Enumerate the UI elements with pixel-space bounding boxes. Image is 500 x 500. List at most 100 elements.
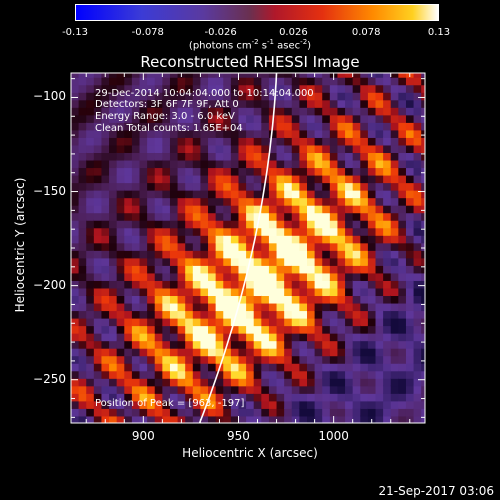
heatmap-cell — [390, 121, 400, 131]
heatmap-cell — [337, 340, 346, 349]
heatmap-cell — [390, 295, 400, 304]
heatmap-cell — [291, 152, 301, 161]
heatmap-cell — [192, 264, 202, 274]
heatmap-cell — [86, 189, 95, 199]
heatmap-cell — [390, 152, 400, 161]
heatmap-cell — [162, 182, 171, 191]
heatmap-cell — [147, 219, 156, 229]
heatmap-cell — [253, 106, 263, 116]
heatmap-cell — [238, 249, 247, 259]
heatmap-cell — [367, 362, 377, 372]
heatmap-cell — [314, 212, 324, 221]
heatmap-cell — [314, 392, 324, 402]
heatmap-cell — [116, 212, 126, 221]
heatmap-cell — [352, 167, 362, 176]
heatmap-cell — [109, 167, 118, 176]
heatmap-cell — [299, 249, 308, 259]
heatmap-cell — [322, 212, 331, 221]
heatmap-cell — [299, 377, 308, 387]
heatmap-cell — [246, 279, 255, 289]
heatmap-cell — [276, 317, 286, 327]
heatmap-cell — [284, 182, 293, 191]
heatmap-cell — [284, 325, 293, 334]
heatmap-cell — [314, 204, 324, 214]
heatmap-cell — [314, 400, 324, 409]
heatmap-cell — [261, 227, 270, 236]
heatmap-cell — [253, 227, 263, 236]
heatmap-cell — [390, 355, 400, 364]
heatmap-cell — [131, 264, 141, 274]
heatmap-cell — [375, 415, 385, 423]
heatmap-cell — [284, 114, 293, 123]
heatmap-cell — [329, 385, 339, 394]
heatmap-cell — [322, 332, 331, 342]
heatmap-cell — [337, 159, 346, 169]
heatmap-cell — [147, 377, 156, 387]
heatmap-cell — [131, 249, 141, 259]
heatmap-cell — [291, 129, 301, 138]
heatmap-cell — [78, 249, 88, 259]
heatmap-cell — [93, 392, 103, 402]
heatmap-cell — [124, 415, 133, 423]
heatmap-cell — [139, 325, 149, 334]
heatmap-cell — [352, 279, 362, 289]
heatmap-cell — [200, 347, 209, 357]
heatmap-cell — [86, 99, 95, 108]
heatmap-cell — [405, 159, 415, 169]
heatmap-cell — [253, 114, 263, 123]
heatmap-cell — [154, 106, 164, 116]
heatmap-cell — [268, 362, 278, 372]
heatmap-cell — [383, 400, 392, 409]
heatmap-cell — [329, 264, 339, 274]
heatmap-cell — [383, 295, 392, 304]
heatmap-cell — [307, 340, 316, 349]
heatmap-cell — [124, 392, 133, 402]
heatmap-cell — [299, 272, 308, 281]
heatmap-cell — [154, 114, 164, 123]
heatmap-cell — [413, 249, 423, 259]
heatmap-cell — [405, 121, 415, 131]
heatmap-cell — [337, 144, 346, 154]
heatmap-cell — [154, 302, 164, 312]
heatmap-cell — [253, 325, 263, 334]
heatmap-cell — [230, 152, 240, 161]
heatmap-cell — [86, 121, 95, 131]
heatmap-cell — [200, 159, 209, 169]
heatmap-cell — [109, 99, 118, 108]
heatmap-cell — [307, 174, 316, 184]
heatmap-cell — [93, 340, 103, 349]
heatmap-cell — [177, 227, 187, 236]
heatmap-cell — [238, 204, 247, 214]
heatmap-cell — [86, 212, 95, 221]
heatmap-cell — [390, 106, 400, 116]
heatmap-cell — [261, 121, 270, 131]
heatmap-cell — [314, 340, 324, 349]
heatmap-cell — [276, 152, 286, 161]
heatmap-cell — [268, 325, 278, 334]
heatmap-cell — [367, 197, 377, 206]
heatmap-cell — [71, 91, 80, 101]
heatmap-cell — [230, 227, 240, 236]
heatmap-cell — [375, 332, 385, 342]
heatmap-cell — [162, 197, 171, 206]
heatmap-cell — [390, 212, 400, 221]
heatmap-cell — [86, 144, 95, 154]
heatmap-cell — [78, 227, 88, 236]
heatmap-cell — [154, 152, 164, 161]
heatmap-cell — [413, 114, 423, 123]
heatmap-cell — [93, 84, 103, 93]
heatmap-cell — [238, 144, 247, 154]
heatmap-cell — [78, 295, 88, 304]
heatmap-cell — [147, 415, 156, 423]
heatmap-cell — [284, 310, 293, 319]
heatmap-cell — [360, 234, 369, 244]
heatmap-cell — [421, 219, 425, 229]
heatmap-cell — [337, 114, 346, 123]
heatmap-cell — [314, 272, 324, 281]
heatmap-cell — [86, 370, 95, 379]
heatmap-cell — [398, 204, 407, 214]
heatmap-cell — [154, 407, 164, 417]
heatmap-cell — [421, 295, 425, 304]
heatmap-cell — [192, 257, 202, 266]
heatmap-cell — [169, 407, 179, 417]
